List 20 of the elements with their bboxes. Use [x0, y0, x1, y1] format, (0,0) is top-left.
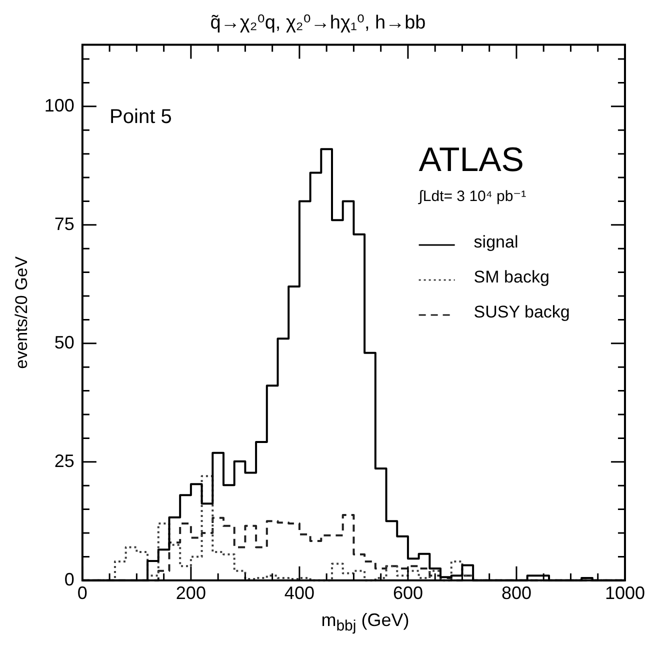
- legend-label: SUSY backg: [474, 302, 570, 322]
- y-tick-label: 75: [54, 214, 74, 234]
- x-tick-label: 200: [176, 583, 206, 604]
- annotation: ATLAS: [418, 141, 524, 180]
- legend-label: signal: [474, 232, 518, 252]
- x-tick-label: 0: [77, 583, 88, 604]
- legend-label: SM backg: [474, 268, 550, 287]
- y-tick-label: 0: [64, 569, 74, 590]
- y-tick-label: 50: [54, 332, 74, 352]
- y-tick-label: 100: [44, 95, 74, 116]
- x-tick-label: 600: [392, 583, 423, 604]
- x-tick-label: 400: [284, 583, 314, 604]
- chart-title: q̃→χ₂⁰q, χ₂⁰→hχ₁⁰, h→bb: [210, 12, 426, 34]
- x-tick-label: 800: [501, 583, 532, 604]
- y-axis-title: events/20 GeV: [12, 256, 31, 369]
- y-tick-label: 25: [54, 450, 74, 471]
- x-axis-title: m$_{bbj}$ (GeV): [320, 610, 410, 635]
- x-tick-label: 1000: [604, 583, 645, 604]
- annotation: ∫Ldt= 3 10⁴ pb⁻¹: [418, 186, 526, 205]
- annotation: Point 5: [110, 106, 172, 130]
